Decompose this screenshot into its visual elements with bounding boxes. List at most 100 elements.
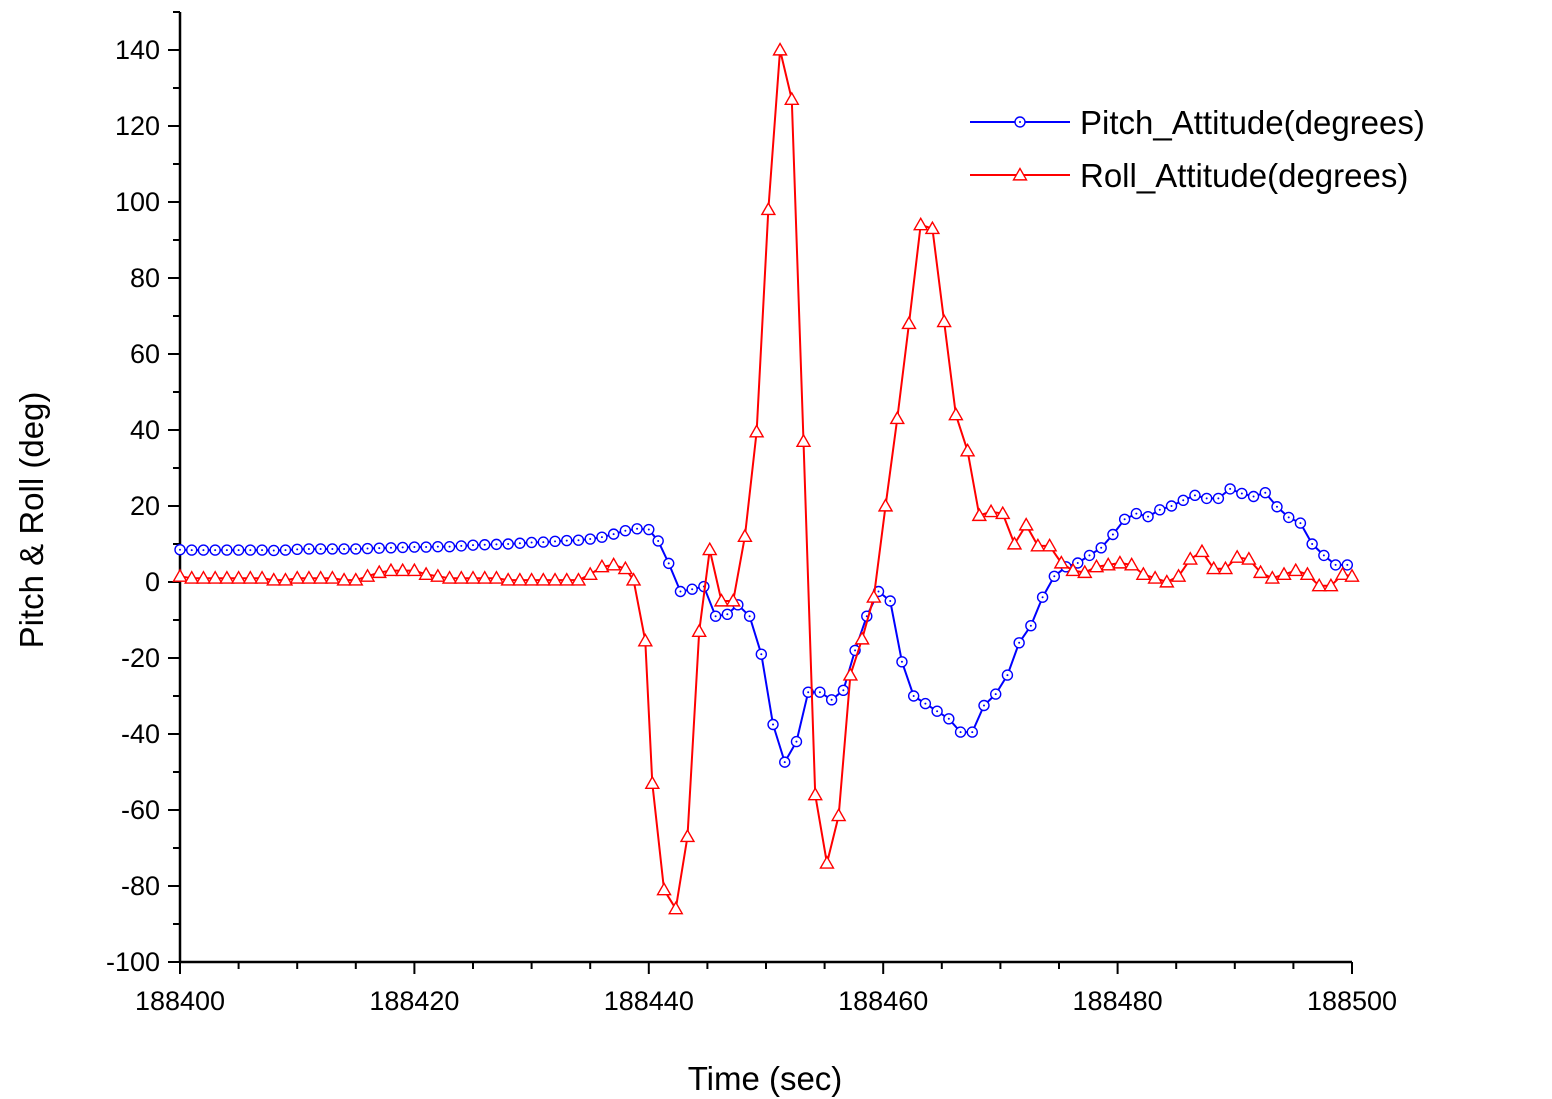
data-point (901, 315, 917, 330)
data-point (854, 631, 870, 645)
legend-swatch-marker (1014, 116, 1026, 128)
data-point (948, 406, 964, 421)
data-point (1283, 511, 1295, 524)
data-point (1048, 570, 1061, 582)
data-point (1088, 558, 1105, 573)
data-point (790, 735, 803, 748)
legend: Pitch_Attitude(degrees) Roll_Attitude(deg… (970, 104, 1425, 194)
data-point (644, 775, 661, 789)
data-point (1025, 620, 1037, 632)
data-point (338, 543, 350, 555)
data-point (500, 572, 516, 586)
x-tick-label: 188420 (369, 986, 459, 1016)
data-point (919, 697, 932, 710)
data-point (561, 534, 573, 547)
data-point (184, 570, 200, 584)
data-point (441, 570, 458, 584)
data-point (643, 523, 655, 536)
data-point (912, 216, 929, 231)
y-tick-label: 100 (115, 187, 160, 217)
data-point (1299, 566, 1316, 580)
x-tick-label: 188400 (135, 986, 225, 1016)
data-point (990, 688, 1002, 700)
data-point (896, 656, 908, 668)
data-point (350, 543, 362, 555)
legend-swatch-marker (1012, 167, 1028, 181)
data-point (596, 531, 608, 543)
data-point (760, 201, 777, 216)
data-point (884, 595, 896, 607)
data-point (1236, 487, 1248, 500)
y-tick-label: 60 (130, 339, 160, 369)
data-point (954, 726, 967, 738)
data-point (594, 558, 610, 573)
data-point (1212, 492, 1225, 505)
data-point (373, 542, 385, 554)
data-point (889, 410, 905, 425)
data-point (420, 541, 432, 553)
data-point (779, 756, 791, 768)
data-point (702, 541, 718, 556)
data-point (866, 589, 882, 603)
data-point (479, 539, 491, 551)
y-tick-label: -20 (121, 643, 160, 673)
data-point (795, 433, 812, 447)
data-point (1159, 574, 1175, 588)
data-point (455, 540, 467, 552)
data-point (1006, 536, 1023, 550)
y-tick-label: 120 (115, 111, 160, 141)
y-tick-label: 40 (130, 415, 160, 445)
data-point (686, 583, 698, 595)
data-point (559, 572, 575, 586)
x-tick-label: 188480 (1073, 986, 1163, 1016)
data-point (396, 541, 409, 554)
data-point (1135, 566, 1152, 580)
series-line (179, 487, 1348, 764)
data-point (637, 632, 653, 647)
data-point (1165, 500, 1178, 512)
data-point (748, 423, 765, 438)
data-point (652, 535, 664, 547)
data-point (709, 610, 722, 622)
y-tick-label: 0 (145, 567, 160, 597)
data-point (1323, 577, 1339, 592)
data-point (943, 713, 955, 725)
data-point (584, 533, 596, 545)
y-tick-label: -40 (121, 719, 160, 749)
data-point (254, 570, 270, 584)
data-point (907, 690, 920, 702)
data-point (383, 562, 399, 577)
data-point (195, 570, 212, 584)
data-point (837, 684, 850, 696)
data-point (443, 540, 456, 553)
data-point (406, 562, 423, 577)
data-point (607, 528, 620, 540)
y-axis-title: Pitch & Roll (deg) (13, 392, 50, 649)
data-point (1147, 570, 1163, 584)
data-point (1095, 542, 1107, 554)
data-point (617, 560, 634, 575)
data-point (784, 91, 800, 105)
data-point (371, 564, 387, 579)
data-point (1154, 504, 1166, 516)
data-point (385, 542, 397, 554)
data-point (1036, 591, 1049, 603)
data-point (959, 442, 976, 457)
data-point (535, 572, 552, 586)
x-axis-ticks: 188400 188420 188440 188460 188480 188500 (135, 962, 1397, 1016)
data-point (619, 525, 632, 537)
data-point (232, 544, 245, 556)
data-point (1264, 570, 1281, 584)
x-tick-label: 188460 (838, 986, 928, 1016)
data-point (819, 855, 835, 869)
data-point (1189, 489, 1201, 502)
data-point (1177, 494, 1189, 506)
data-point (1241, 551, 1257, 565)
data-point (582, 566, 598, 580)
data-point (301, 570, 317, 584)
data-point (418, 566, 434, 580)
data-point (361, 542, 374, 555)
y-tick-label: 140 (115, 35, 160, 65)
data-point (1170, 568, 1187, 582)
